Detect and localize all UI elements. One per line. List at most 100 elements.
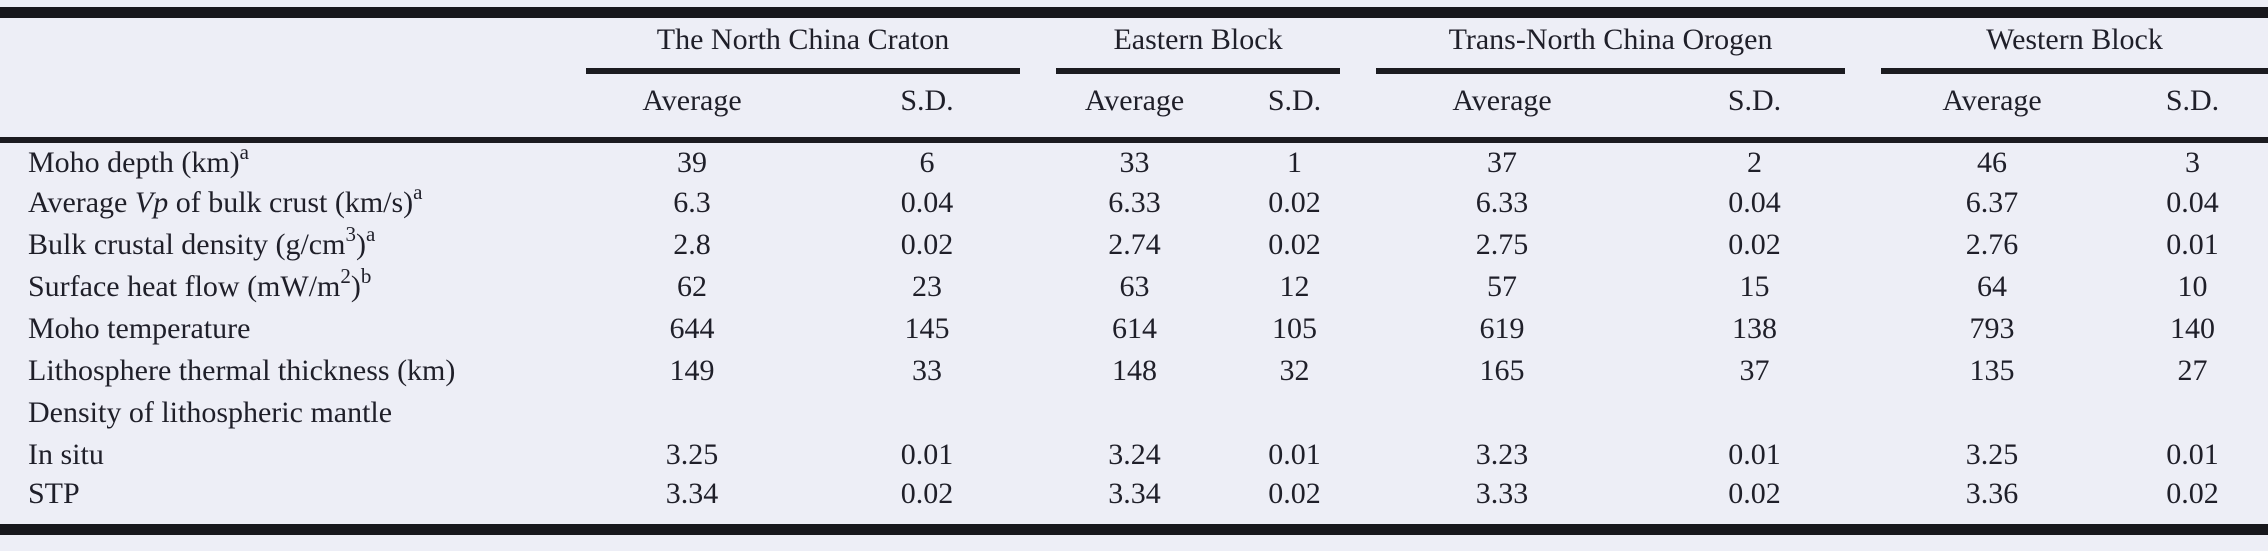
italic-symbol: Vp xyxy=(134,186,169,219)
cell-value: 3 xyxy=(2185,145,2201,179)
cell-value: 145 xyxy=(904,312,950,345)
column-header-sd: S.D. xyxy=(812,74,1043,143)
cell-value xyxy=(572,392,812,434)
label-text: Density of lithospheric mantle xyxy=(28,396,393,429)
cell-value: 37 xyxy=(1739,354,1770,387)
cell-value: 138 xyxy=(1732,312,1778,345)
cell-value: 3.34 xyxy=(665,477,719,510)
cell-value: 0.02 xyxy=(1728,228,1781,261)
cell-value: 0.01 xyxy=(1268,438,1321,471)
cell-value xyxy=(1042,392,1227,434)
cell-value: 64 xyxy=(1977,270,2008,303)
group-label: Eastern Block xyxy=(1056,18,1341,74)
cell-value: 165 xyxy=(1479,354,1525,387)
cell-value: 6.3 xyxy=(673,186,711,219)
cell-value: 23 xyxy=(912,270,942,303)
cell-value: 37 xyxy=(1487,145,1518,179)
cell-value: 3.23 xyxy=(1475,438,1529,471)
header-spacer xyxy=(0,13,572,75)
cell-value: 0.04 xyxy=(900,186,954,219)
row-label: Surface heat flow (mW/m2)b xyxy=(0,266,572,308)
cell-value: 6.33 xyxy=(1475,186,1529,219)
group-header-eastern-block: Eastern Block xyxy=(1042,13,1362,74)
table-row: Lithosphere thermal thickness (km) 149 33 1… xyxy=(0,350,2268,392)
table-row: Moho depth (km)a 39 6 33 1 37 2 46 3 xyxy=(0,140,2268,182)
row-label: Density of lithospheric mantle xyxy=(0,392,572,434)
cell-value: 1 xyxy=(1287,145,1303,179)
cell-value: 0.02 xyxy=(1268,186,1321,219)
cell-value: 2.74 xyxy=(1108,228,1161,261)
cell-value xyxy=(1227,392,1362,434)
cell-value xyxy=(2117,392,2268,434)
cell-value: 0.01 xyxy=(2166,228,2219,261)
cell-value: 0.02 xyxy=(1268,477,1321,510)
label-text: Lithosphere thermal thickness (km) xyxy=(28,354,456,387)
cell-value: 135 xyxy=(1969,354,2015,387)
row-label: Average Vp of bulk crust (km/s)a xyxy=(0,182,572,224)
cell-value: 46 xyxy=(1977,145,2008,179)
cell-value: 63 xyxy=(1119,270,1150,303)
footnote-marker: a xyxy=(365,222,376,246)
label-text: ) xyxy=(350,270,361,303)
cell-value: 3.25 xyxy=(665,438,719,471)
column-header-average: Average xyxy=(1867,74,2118,143)
group-header-north-china-craton: The North China Craton xyxy=(572,13,1042,74)
cell-value: 0.02 xyxy=(900,228,954,261)
group-header-western-block: Western Block xyxy=(1867,13,2268,74)
column-header-average: Average xyxy=(1362,74,1643,143)
footnote-marker: a xyxy=(413,180,423,204)
cell-value: 2.76 xyxy=(1965,228,2019,261)
cell-value: 39 xyxy=(677,145,707,179)
table-row: STP 3.34 0.02 3.34 0.02 3.33 0.02 3.36 0.02 xyxy=(0,476,2268,530)
group-label: Western Block xyxy=(1881,18,2268,74)
row-label: Bulk crustal density (g/cm3)a xyxy=(0,224,572,266)
cell-value: 2 xyxy=(1747,145,1763,179)
cell-value: 33 xyxy=(1119,145,1150,179)
column-header-sd: S.D. xyxy=(1642,74,1868,143)
cell-value: 0.02 xyxy=(900,477,954,510)
cell-value: 0.01 xyxy=(2166,438,2219,471)
subheader-row: Average S.D. Average S.D. Average S.D. A… xyxy=(0,74,2268,143)
cell-value: 62 xyxy=(677,270,707,303)
group-label: The North China Craton xyxy=(586,18,1021,74)
cell-value xyxy=(1867,392,2117,434)
column-header-average: Average xyxy=(1042,74,1228,143)
cell-value: 0.04 xyxy=(1728,186,1781,219)
cell-value: 644 xyxy=(669,312,715,345)
cell-value xyxy=(1362,392,1642,434)
cell-value: 0.04 xyxy=(2166,186,2219,219)
column-header-sd: S.D. xyxy=(2117,74,2268,143)
cell-value: 3.36 xyxy=(1965,477,2019,510)
cell-value: 0.02 xyxy=(2166,477,2219,510)
cell-value: 27 xyxy=(2177,354,2208,387)
cell-value: 2.75 xyxy=(1475,228,1529,261)
row-label: Moho temperature xyxy=(0,308,572,350)
geophysical-properties-table: The North China Craton Eastern Block Tra… xyxy=(0,7,2268,535)
label-text: Surface heat flow (mW/m xyxy=(28,270,341,303)
row-label: In situ xyxy=(0,434,572,476)
table-row: Bulk crustal density (g/cm3)a 2.8 0.02 2.74… xyxy=(0,224,2268,266)
label-text: STP xyxy=(28,477,80,510)
footnote-marker: b xyxy=(360,264,372,288)
cell-value: 3.25 xyxy=(1965,438,2019,471)
table-row: Surface heat flow (mW/m2)b 62 23 63 12 57 15 64… xyxy=(0,266,2268,308)
table-body: Moho depth (km)a 39 6 33 1 37 2 46 3 Average Vp o… xyxy=(0,140,2268,530)
footnote-marker: 3 xyxy=(345,222,356,246)
cell-value: 6.33 xyxy=(1108,186,1161,219)
cell-value: 33 xyxy=(912,354,942,387)
cell-value: 6.37 xyxy=(1965,186,2019,219)
row-label: Lithosphere thermal thickness (km) xyxy=(0,350,572,392)
cell-value: 0.01 xyxy=(1728,438,1781,471)
cell-value: 619 xyxy=(1479,312,1525,345)
row-label: Moho depth (km)a xyxy=(0,140,572,182)
cell-value: 12 xyxy=(1279,270,1310,303)
column-header-average: Average xyxy=(572,74,812,143)
cell-value xyxy=(812,392,1042,434)
column-header-sd: S.D. xyxy=(1227,74,1363,143)
cell-value: 148 xyxy=(1112,354,1158,387)
cell-value: 10 xyxy=(2177,270,2208,303)
label-text: ) xyxy=(355,228,366,261)
cell-value: 2.8 xyxy=(673,228,711,261)
footnote-marker: a xyxy=(239,139,249,164)
cell-value: 614 xyxy=(1112,312,1158,345)
